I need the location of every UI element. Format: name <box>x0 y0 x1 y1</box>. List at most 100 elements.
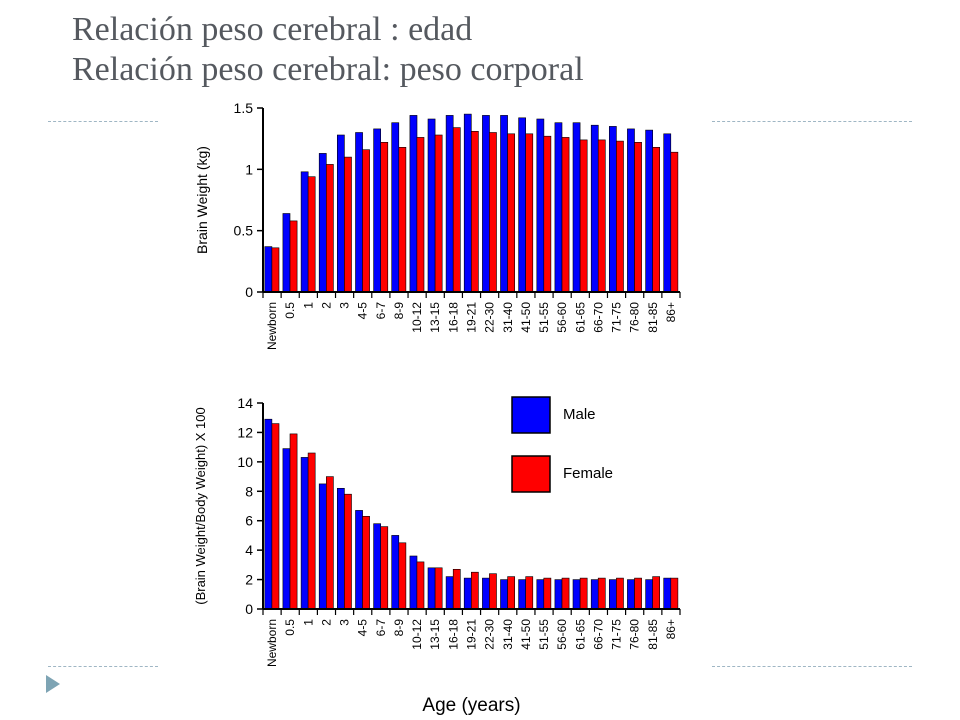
title-line-2: Relación peso cerebral: peso corporal <box>72 51 584 88</box>
x-tick-label: 13-15 <box>428 302 442 333</box>
x-tick-label: 31-40 <box>501 302 515 333</box>
bar-male-17 <box>572 579 581 610</box>
bar-male-9 <box>427 567 436 610</box>
bar-male-15 <box>536 579 545 610</box>
x-tick-label: 19-21 <box>465 619 479 650</box>
x-tick-label: 2 <box>319 302 333 309</box>
bar-male-13 <box>500 115 508 293</box>
bar-male-4 <box>336 487 345 610</box>
bar-male-12 <box>482 577 490 610</box>
bar-female-5 <box>362 149 370 293</box>
bar-female-15 <box>543 577 552 610</box>
bar-female-16 <box>561 577 570 610</box>
y-tick-label: 1.5 <box>234 100 254 116</box>
bar-female-2 <box>307 176 316 293</box>
bar-female-4 <box>344 493 352 610</box>
bar-female-14 <box>525 133 534 293</box>
y-tick-label: 10 <box>237 454 253 470</box>
bar-female-0 <box>271 247 280 293</box>
bar-male-8 <box>409 555 418 610</box>
bar-male-9 <box>427 118 436 293</box>
legend: Male Female <box>511 396 613 493</box>
bar-female-6 <box>380 142 389 293</box>
x-tick-label: 3 <box>338 302 352 309</box>
y-tick-label: 0 <box>245 601 253 617</box>
divider-left-bottom <box>48 666 158 667</box>
x-tick-label: 86+ <box>664 619 678 639</box>
x-tick-label: 0.5 <box>283 619 297 636</box>
bar-female-6 <box>380 526 389 610</box>
bar-female-5 <box>362 515 370 610</box>
x-tick-label: 76-80 <box>628 302 642 333</box>
bar-female-21 <box>652 576 660 610</box>
legend-swatch-male <box>511 396 551 434</box>
bar-male-8 <box>409 115 418 293</box>
x-tick-label: 16-18 <box>446 302 460 333</box>
x-tick-label: 2 <box>319 619 333 626</box>
bar-male-3 <box>318 483 327 610</box>
x-tick-label: 81-85 <box>646 302 660 333</box>
bar-female-19 <box>616 577 624 610</box>
bar-male-19 <box>608 579 617 610</box>
bar-female-7 <box>398 147 407 293</box>
x-tick-label: 4-5 <box>356 619 370 637</box>
bar-male-21 <box>645 129 653 293</box>
y-tick-label: 8 <box>245 483 253 499</box>
bar-male-22 <box>663 577 672 610</box>
x-tick-label: 8-9 <box>392 302 406 320</box>
bar-male-17 <box>572 122 581 293</box>
x-tick-label: 22-30 <box>483 302 497 333</box>
bar-female-14 <box>525 576 534 610</box>
bar-male-10 <box>445 576 454 610</box>
bar-female-13 <box>507 133 516 293</box>
bar-female-13 <box>507 576 516 610</box>
y-tick-label: 6 <box>245 513 253 529</box>
bar-male-18 <box>590 124 599 293</box>
title-line-1: Relación peso cerebral : edad <box>72 11 473 48</box>
bar-female-9 <box>434 567 443 610</box>
bar-female-11 <box>470 131 479 293</box>
bar-female-12 <box>489 132 497 293</box>
bar-female-1 <box>289 220 298 293</box>
y-axis-label: Brain Weight (kg) <box>194 146 210 254</box>
bar-female-2 <box>307 452 316 610</box>
y-axis-label: (Brain Weight/Body Weight) X 100 <box>193 407 208 605</box>
bar-female-11 <box>470 571 479 610</box>
bar-female-8 <box>416 137 425 293</box>
bar-male-2 <box>300 457 309 610</box>
x-tick-label: 4-5 <box>356 302 370 320</box>
bar-male-13 <box>500 579 508 610</box>
x-tick-label: Newborn <box>265 619 279 667</box>
x-tick-label: 8-9 <box>392 619 406 637</box>
bar-male-0 <box>264 246 273 293</box>
bar-female-10 <box>452 127 461 293</box>
x-tick-label: 71-75 <box>610 619 624 650</box>
bar-male-11 <box>463 113 472 293</box>
bar-female-10 <box>452 568 461 610</box>
x-tick-label: 6-7 <box>374 619 388 637</box>
bar-male-14 <box>518 579 526 610</box>
x-tick-label: 22-30 <box>483 619 497 650</box>
x-tick-label: 86+ <box>664 302 678 322</box>
x-tick-label: 10-12 <box>410 302 424 333</box>
bar-male-6 <box>373 128 382 293</box>
x-tick-label: 41-50 <box>519 302 533 333</box>
bar-female-0 <box>271 423 280 610</box>
bullet-arrow-icon <box>46 675 60 693</box>
bar-male-12 <box>482 115 490 293</box>
bar-male-18 <box>590 579 599 610</box>
bar-male-5 <box>355 510 363 610</box>
x-tick-label: 3 <box>338 619 352 626</box>
bar-female-19 <box>616 140 624 293</box>
bar-male-16 <box>554 579 563 610</box>
divider-left-top <box>48 121 158 122</box>
divider-right-bottom <box>712 666 912 667</box>
x-tick-label: 1 <box>301 302 315 309</box>
divider-right-top <box>712 121 912 122</box>
bar-male-3 <box>318 153 327 293</box>
bar-female-20 <box>634 577 642 610</box>
x-tick-label: 6-7 <box>374 302 388 320</box>
